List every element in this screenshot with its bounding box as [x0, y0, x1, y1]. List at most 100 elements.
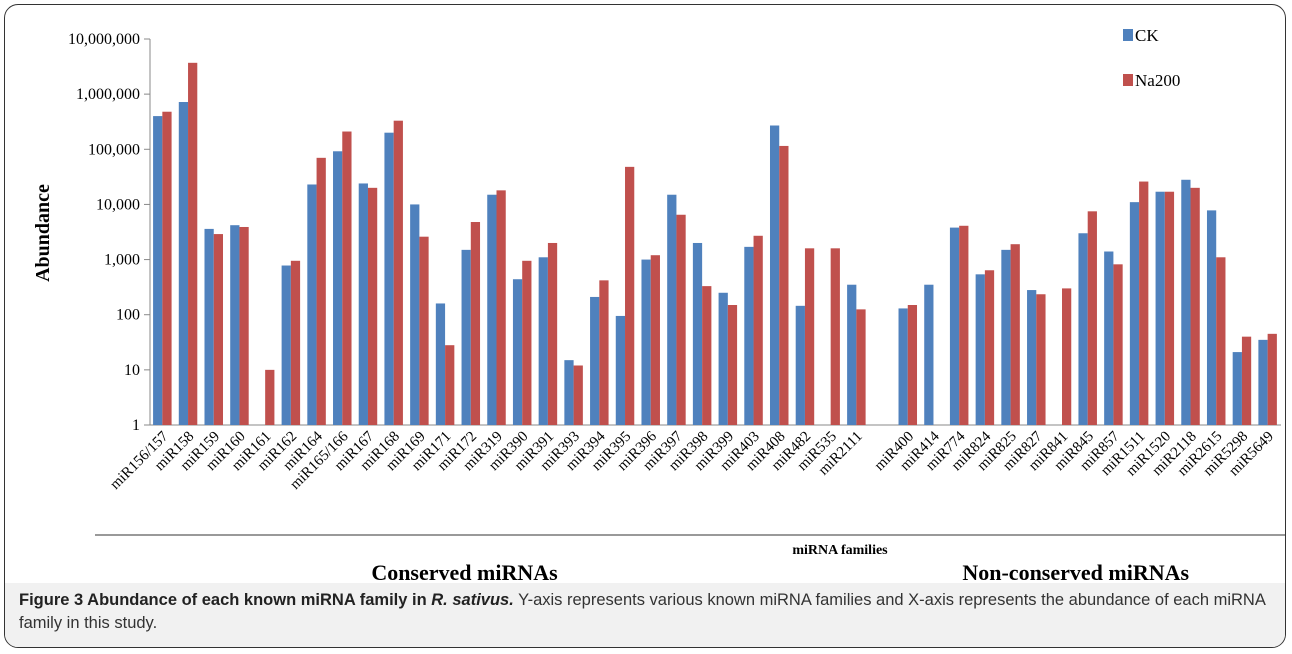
bar-na200-mir164	[316, 157, 326, 425]
legend-swatch	[1123, 29, 1133, 41]
bar-ck-mir5649	[1258, 339, 1268, 425]
bar-ck-mir824	[975, 274, 985, 425]
bar-na200-mir403	[753, 235, 763, 425]
bar-ck-mir168	[384, 132, 394, 425]
bar-ck-mir398	[692, 242, 703, 425]
bar-ck-mir400	[898, 308, 908, 425]
bar-ck-mir396	[641, 259, 651, 425]
bar-ck-mir827	[1027, 290, 1037, 425]
bar-na200-mir398	[702, 286, 712, 425]
y-tick-label: 100,000	[88, 141, 140, 158]
bar-ck-mir390	[512, 279, 523, 425]
y-axis-label: Abundance	[32, 184, 54, 282]
bar-na200-mir393	[573, 365, 583, 425]
bar-na200-mir535	[830, 248, 840, 425]
bar-na200-mir400	[907, 305, 918, 425]
bar-na200-mir396	[650, 255, 660, 425]
bar-ck-mir2111	[847, 284, 857, 425]
bar-ck-mir397	[667, 194, 677, 425]
bar-na200-mir5298	[1241, 336, 1252, 425]
legend-label: CK	[1135, 26, 1159, 45]
bar-na200-mir395	[625, 166, 635, 426]
bar-na200-mir824	[984, 270, 995, 425]
y-tick-label: 10,000,000	[68, 31, 140, 48]
y-tick-label: 100	[116, 307, 140, 324]
bar-na200-mir857	[1113, 264, 1123, 425]
group-label: Conserved miRNAs	[371, 560, 558, 583]
bar-na200-mir825	[1010, 244, 1020, 425]
legend-label: Na200	[1135, 71, 1180, 90]
caption-title: Figure 3 Abundance of each known miRNA f…	[19, 591, 514, 609]
bar-na200-mir158	[188, 62, 198, 426]
bar-ck-mir169	[410, 204, 420, 425]
bar-ck-mir393	[564, 360, 574, 425]
bar-na200-mir408	[779, 145, 789, 425]
bar-chart: 1 10 100 1,000 10,000 100,000 1,000,000 10,000,…	[32, 26, 1285, 583]
bar-na200-mir2615	[1216, 257, 1226, 425]
bar-na200-mir390	[522, 260, 532, 425]
bar-na200-mir159	[213, 234, 223, 425]
bar-na200-mir160	[239, 226, 249, 425]
bar-na200-mir1520	[1164, 191, 1175, 425]
bar-ck-mir774	[949, 227, 960, 425]
bar-ck-mir482	[795, 305, 805, 425]
bar-na200-mir156157	[162, 111, 172, 425]
bar-na200-mir168	[393, 120, 403, 425]
bar-na200-mir391	[547, 242, 558, 425]
bar-na200-mir2118	[1190, 187, 1200, 425]
group-labels: Conserved miRNAs Non-conserved miRNAs	[95, 534, 1285, 583]
caption-text: Y-axis represents various known miRNA fa…	[19, 591, 1265, 632]
bar-ck-mir391	[538, 257, 548, 425]
figure-frame: 1 10 100 1,000 10,000 100,000 1,000,000 10,000,…	[4, 4, 1286, 648]
bar-ck-mir5298	[1232, 352, 1242, 425]
bar-na200-mir161	[265, 369, 275, 425]
bar-na200-mir319	[496, 190, 506, 425]
x-tick-labels: miR156/157miR158miR159miR160miR161miR162…	[107, 428, 1277, 493]
bar-ck-mir395	[615, 315, 626, 425]
bar-na200-mir167	[367, 187, 378, 425]
bar-ck-mir408	[769, 125, 780, 425]
bar-ck-mir167	[358, 183, 368, 425]
bar-na200-mir482	[804, 248, 815, 425]
bar-ck-mir156157	[153, 116, 163, 425]
bar-na200-mir5649	[1267, 333, 1277, 425]
bar-ck-mir394	[590, 296, 600, 425]
y-tick-label: 1,000,000	[76, 86, 140, 103]
bar-na200-mir171	[445, 345, 455, 425]
bar-ck-mir171	[435, 303, 446, 425]
y-tick-label: 10	[124, 362, 140, 379]
bar-ck-mir1520	[1155, 191, 1165, 425]
bar-ck-mir399	[718, 292, 728, 425]
bar-na200-mir162	[290, 260, 301, 425]
bar-ck-mir159	[204, 228, 214, 425]
bar-ck-mir825	[1001, 249, 1011, 425]
bar-na200-mir399	[727, 305, 738, 425]
bar-na200-mir397	[676, 214, 686, 425]
bar-ck-mir162	[281, 265, 291, 425]
bar-ck-mir403	[744, 246, 754, 425]
bar-ck-mir1511	[1129, 202, 1140, 425]
y-tick-label: 1,000	[104, 252, 140, 269]
bar-ck-mir2118	[1181, 179, 1191, 425]
y-tick-label: 1	[132, 417, 140, 434]
bar-na200-mir394	[599, 280, 609, 425]
bar-na200-mir165166	[342, 131, 352, 425]
figure-caption: Figure 3 Abundance of each known miRNA f…	[5, 583, 1285, 647]
bar-ck-mir172	[461, 249, 471, 425]
bar-ck-mir158	[178, 102, 189, 425]
bar-na200-mir1511	[1139, 181, 1149, 425]
x-axis-label: miRNA families	[792, 543, 888, 558]
bar-ck-mir2615	[1206, 210, 1217, 425]
legend: CK Na200	[1123, 26, 1180, 90]
group-label: Non-conserved miRNAs	[962, 560, 1189, 583]
bar-na200-mir2111	[856, 309, 866, 425]
bar-ck-mir164	[307, 184, 317, 425]
bar-na200-mir172	[470, 222, 481, 425]
bar-ck-mir319	[487, 194, 497, 425]
bar-ck-mir857	[1104, 251, 1114, 425]
y-axis-ticks: 1 10 100 1,000 10,000 100,000 1,000,000 10,000,…	[68, 31, 150, 434]
bar-na200-mir845	[1087, 211, 1097, 425]
y-tick-label: 10,000	[96, 196, 140, 213]
bar-na200-mir774	[959, 225, 969, 425]
legend-swatch	[1123, 74, 1133, 86]
